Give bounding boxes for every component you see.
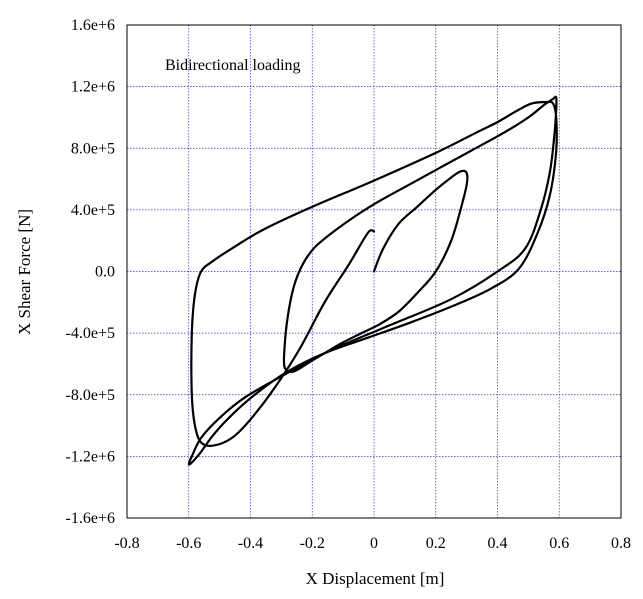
x-tick-label: 0.4 (488, 535, 508, 552)
y-tick-label: -8.0e+5 (66, 387, 115, 404)
tick-labels: -0.8 -0.6 -0.4 -0.2 0 0.2 0.4 0.6 0.8 1.6e+6 1.2e+… (66, 17, 631, 552)
x-axis-title: X Displacement [m] (306, 569, 445, 588)
y-tick-label: -1.6e+6 (66, 510, 115, 527)
y-axis-title: X Shear Force [N] (15, 209, 34, 335)
x-tick-label: 0.8 (611, 535, 631, 552)
y-tick-label: 4.0e+5 (71, 202, 115, 219)
x-tick-label: 0.2 (426, 535, 446, 552)
x-tick-label: -0.6 (176, 535, 201, 552)
x-tick-label: -0.4 (238, 535, 263, 552)
x-tick-label: -0.8 (114, 535, 139, 552)
annotation-text: Bidirectional loading (165, 57, 301, 74)
y-tick-label: -1.2e+6 (66, 448, 115, 465)
x-tick-label: 0 (370, 535, 378, 552)
x-tick-label: 0.6 (549, 535, 569, 552)
curve-layer (187, 95, 558, 466)
y-tick-label: 1.2e+6 (71, 79, 115, 96)
y-tick-label: -4.0e+5 (66, 325, 115, 342)
y-tick-label: 8.0e+5 (71, 140, 115, 157)
y-tick-label: 1.6e+6 (71, 17, 115, 34)
x-tick-label: -0.2 (300, 535, 325, 552)
plot-frame (126, 24, 622, 519)
hysteresis-curve (187, 95, 558, 466)
y-tick-label: 0.0 (95, 264, 115, 281)
